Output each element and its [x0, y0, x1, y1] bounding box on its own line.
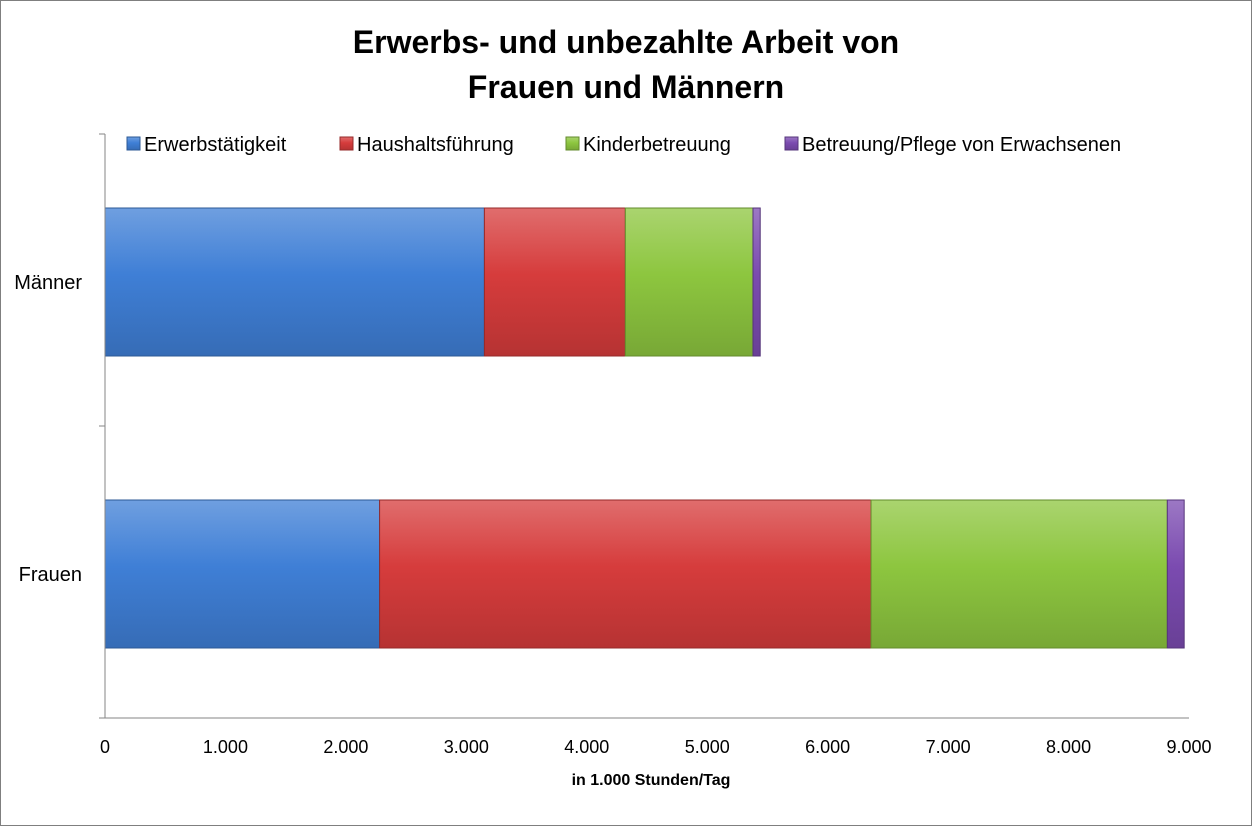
legend-swatch [126, 136, 141, 151]
x-tick-label: 2.000 [323, 737, 368, 757]
axes: Männer Frauen 0 1.000 2.000 3.000 4.000 5.000 6.… [14, 133, 1212, 757]
x-tick-label: 7.000 [926, 737, 971, 757]
legend-label: Haushaltsführung [357, 134, 514, 156]
legend-label: Erwerbstätigkeit [144, 134, 287, 156]
y-category-label: Männer [14, 272, 82, 294]
bar-frauen-series-1 [104, 499, 381, 649]
chart-title: Erwerbs- und unbezahlte Arbeit von Fraue… [353, 24, 899, 105]
chart-title-line-2: Frauen und Männern [468, 69, 784, 105]
legend-label: Betreuung/Pflege von Erwachsenen [802, 134, 1121, 156]
bar-m-nner-series-2 [483, 207, 626, 357]
y-category-label: Frauen [19, 564, 82, 586]
x-tick-label: 3.000 [444, 737, 489, 757]
bar-m-nner-series-1 [104, 207, 485, 357]
plot-area [104, 207, 1185, 649]
x-tick-label: 1.000 [203, 737, 248, 757]
bar-m-nner-series-3 [624, 207, 754, 357]
legend-swatch [339, 136, 354, 151]
legend-swatch [565, 136, 580, 151]
legend: Erwerbstätigkeit Haushaltsführung Kinderbe… [126, 134, 1121, 156]
x-tick-label: 9.000 [1166, 737, 1211, 757]
x-tick-label: 6.000 [805, 737, 850, 757]
legend-label: Kinderbetreuung [583, 134, 731, 156]
legend-swatch [784, 136, 799, 151]
bar-frauen-series-2 [379, 499, 872, 649]
x-tick-label: 4.000 [564, 737, 609, 757]
x-tick-label: 8.000 [1046, 737, 1091, 757]
x-tick-label: 5.000 [685, 737, 730, 757]
x-axis-label: in 1.000 Stunden/Tag [572, 772, 731, 789]
bar-m-nner-series-4 [752, 207, 761, 357]
bar-frauen-series-4 [1166, 499, 1185, 649]
chart-title-line-1: Erwerbs- und unbezahlte Arbeit von [353, 24, 899, 60]
x-tick-label: 0 [100, 737, 110, 757]
bar-frauen-series-3 [870, 499, 1168, 649]
